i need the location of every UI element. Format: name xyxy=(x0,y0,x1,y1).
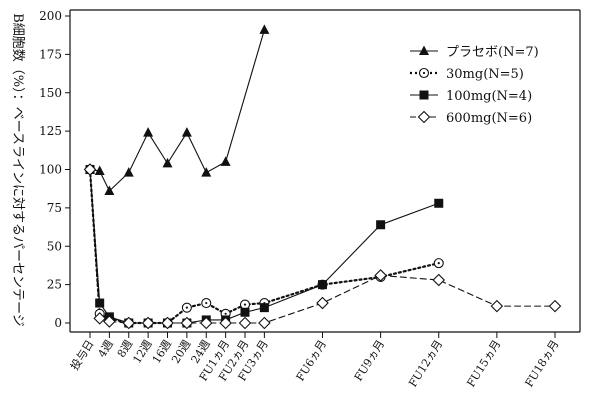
x-tick-label: FU12ヵ月 xyxy=(406,338,445,390)
data-point-diamond xyxy=(490,299,504,313)
data-point-diamond xyxy=(199,316,213,330)
data-point-diamond xyxy=(432,273,446,287)
series-line-diamond xyxy=(89,168,556,324)
data-point-diamond xyxy=(258,316,271,330)
y-tick-label: 200 xyxy=(39,9,62,23)
y-tick-label: 75 xyxy=(47,201,62,215)
x-tick-label: 投与日 xyxy=(67,337,96,372)
y-tick-label: 25 xyxy=(47,278,62,292)
data-point-diamond xyxy=(122,316,136,330)
legend-label: 600mg(N=6) xyxy=(446,111,532,126)
data-point-diamond xyxy=(180,316,194,330)
legend-marker-diamond xyxy=(417,110,431,124)
data-point-square xyxy=(376,220,386,230)
data-point-square xyxy=(95,298,105,308)
data-point-triangle xyxy=(220,156,231,166)
y-axis-title: B細胞数（%）：ベースラインに対するパーセンテージ xyxy=(10,13,25,327)
data-point-triangle xyxy=(94,165,105,176)
y-tick-label: 175 xyxy=(39,47,62,61)
data-point-circle-dot xyxy=(433,258,444,269)
y-tick-label: 100 xyxy=(39,163,62,177)
data-point-diamond xyxy=(374,269,387,282)
legend-item: 100mg(N=4) xyxy=(410,89,532,104)
data-point-triangle xyxy=(259,24,270,34)
x-tick-label: 4週 xyxy=(95,338,116,360)
data-point-square xyxy=(434,198,444,208)
y-axis-ticks: 0 25 50 75 100 125 150 175 200 xyxy=(39,9,70,330)
x-tick-label: FU6ヵ月 xyxy=(294,338,329,384)
data-point-triangle xyxy=(162,157,173,168)
data-point-square xyxy=(318,280,327,290)
legend-item: プラセボ(N=7) xyxy=(410,45,539,60)
x-tick-label: 20週 xyxy=(169,338,193,366)
x-tick-label: 16週 xyxy=(150,338,174,366)
data-point-triangle xyxy=(104,185,115,195)
y-tick-label: 125 xyxy=(39,124,62,138)
data-point-square xyxy=(240,307,250,317)
x-tick-label: FU15ヵ月 xyxy=(464,338,503,390)
x-tick-label: FU9ヵ月 xyxy=(352,338,387,384)
data-point-diamond xyxy=(316,296,329,310)
data-point-diamond xyxy=(83,163,97,176)
data-point-diamond xyxy=(219,316,232,330)
data-point-circle-dot xyxy=(181,302,192,313)
legend-item: 600mg(N=6) xyxy=(410,110,532,126)
axes xyxy=(69,9,581,333)
data-point-diamond xyxy=(103,315,116,328)
legend-marker-circle-dot xyxy=(418,67,430,79)
data-point-diamond xyxy=(93,312,106,325)
legend-label: プラセボ(N=7) xyxy=(446,45,539,60)
data-point-triangle xyxy=(181,127,192,137)
legend-marker-square xyxy=(419,90,429,100)
legend-label: 30mg(N=5) xyxy=(446,67,524,82)
data-point-circle-dot xyxy=(201,297,212,309)
data-point-diamond xyxy=(548,299,562,313)
legend-item: 30mg(N=5) xyxy=(410,67,524,82)
series-markers xyxy=(83,24,562,330)
data-point-square xyxy=(259,303,269,313)
series-line-circle-dot xyxy=(88,168,440,325)
legend-marker-triangle xyxy=(419,45,429,55)
y-tick-label: 0 xyxy=(54,316,62,330)
data-point-triangle xyxy=(201,167,212,177)
data-point-diamond xyxy=(141,316,155,330)
y-tick-label: 50 xyxy=(47,239,62,253)
data-point-triangle xyxy=(123,167,134,177)
x-tick-label: FU18ヵ月 xyxy=(522,338,561,390)
data-point-diamond xyxy=(161,316,174,330)
y-axis-label: B細胞数（%）：ベースラインに対するパーセンテージ xyxy=(10,13,25,327)
y-tick-label: 150 xyxy=(39,86,62,100)
series-line-triangle xyxy=(89,29,265,192)
data-point-diamond xyxy=(238,316,252,330)
x-tick-label: 12週 xyxy=(130,338,154,366)
data-point-triangle xyxy=(143,127,154,137)
data-point-circle-dot xyxy=(239,299,251,310)
legend: プラセボ(N=7) 30mg(N=5) 100mg(N=4) 600mg(N=6) xyxy=(410,45,539,126)
legend-label: 100mg(N=4) xyxy=(446,89,532,104)
